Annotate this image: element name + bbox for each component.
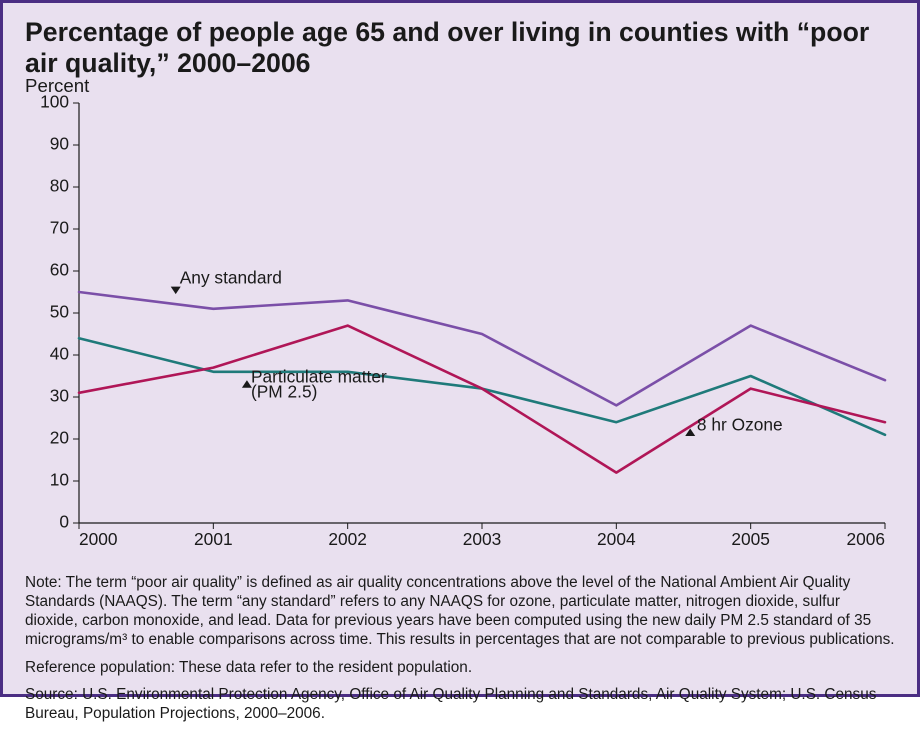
annotation-label-any_standard: Any standard bbox=[180, 268, 282, 288]
x-tick-label: 2001 bbox=[194, 529, 233, 549]
footnote-paragraph: Note: The term “poor air quality” is def… bbox=[25, 573, 895, 650]
y-tick-label: 60 bbox=[50, 260, 69, 280]
x-tick-label: 2006 bbox=[846, 529, 885, 549]
chart-title: Percentage of people age 65 and over liv… bbox=[25, 17, 895, 78]
y-tick-label: 50 bbox=[50, 302, 69, 322]
y-tick-label: 20 bbox=[50, 428, 69, 448]
x-tick-label: 2002 bbox=[328, 529, 367, 549]
y-tick-label: 10 bbox=[50, 470, 69, 490]
y-tick-label: 70 bbox=[50, 218, 69, 238]
y-tick-label: 40 bbox=[50, 344, 69, 364]
y-axis-title: Percent bbox=[25, 75, 89, 97]
annotation-label-ozone8hr: 8 hr Ozone bbox=[697, 415, 783, 435]
chart-card: { "layout": { "width_px": 920, "height_p… bbox=[0, 0, 920, 697]
x-tick-label: 2003 bbox=[463, 529, 502, 549]
x-tick-label: 2004 bbox=[597, 529, 636, 549]
annotation-marker-any_standard bbox=[171, 287, 181, 295]
line-chart-svg: 0 10 20 30 40 50 60 70 80 90 100 2000 2001 2002 2003 20… bbox=[25, 95, 901, 563]
footnote-paragraph: Source: U.S. Environmental Protection Ag… bbox=[25, 685, 895, 723]
x-tick-label: 2005 bbox=[731, 529, 770, 549]
y-tick-label: 0 bbox=[59, 512, 69, 532]
series-ozone8hr bbox=[79, 326, 885, 473]
y-tick-label: 30 bbox=[50, 386, 69, 406]
y-tick-label: 100 bbox=[40, 95, 69, 112]
y-tick-label: 90 bbox=[50, 134, 69, 154]
x-tick-label: 2000 bbox=[79, 529, 118, 549]
footnotes: Note: The term “poor air quality” is def… bbox=[25, 573, 895, 731]
footnote-paragraph: Reference population: These data refer t… bbox=[25, 658, 895, 677]
annotation-label-pm25: Particulate matter(PM 2.5) bbox=[251, 366, 387, 401]
chart-area: 0 10 20 30 40 50 60 70 80 90 100 2000 2001 2002 2003 20… bbox=[25, 95, 901, 563]
y-tick-label: 80 bbox=[50, 176, 69, 196]
